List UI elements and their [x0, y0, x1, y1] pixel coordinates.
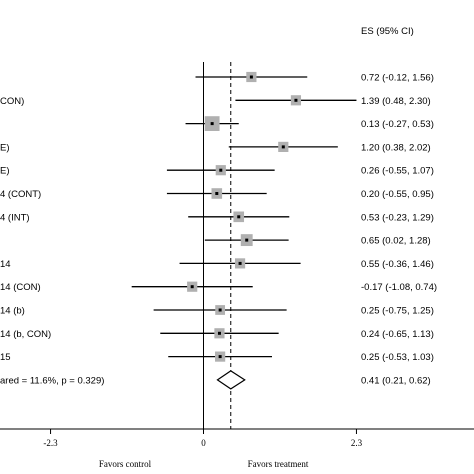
es-ci-text: 0.25 (-0.53, 1.03): [361, 352, 434, 363]
study-row: E) 0.26 (-0.55, 1.07): [0, 165, 434, 177]
favors-control-label: Favors control: [99, 459, 152, 469]
point-estimate: [218, 355, 222, 359]
es-ci-text: 0.24 (-0.65, 1.13): [361, 329, 434, 340]
es-ci-text: 0.65 (0.02, 1.28): [361, 236, 431, 247]
study-label: CON): [0, 96, 24, 107]
overall-diamond: [216, 370, 246, 390]
point-estimate: [210, 122, 214, 126]
point-estimate: [294, 98, 298, 102]
point-estimate: [237, 215, 241, 219]
point-estimate: [281, 145, 285, 149]
favors-treatment-label: Favors treatment: [248, 459, 309, 469]
study-row: 14 0.55 (-0.36, 1.46): [0, 258, 434, 270]
point-estimate: [249, 75, 253, 79]
study-label: E): [0, 142, 10, 153]
es-ci-text: 0.72 (-0.12, 1.56): [361, 73, 434, 84]
tick-label: 2.3: [351, 438, 363, 448]
point-estimate: [238, 261, 242, 265]
study-row: CON) 1.39 (0.48, 2.30): [0, 95, 431, 107]
study-row: 14 (b) 0.25 (-0.75, 1.25): [0, 305, 434, 317]
study-label: 14 (b): [0, 306, 25, 317]
study-row: 0.13 (-0.27, 0.53): [185, 116, 434, 131]
es-ci-text: 0.20 (-0.55, 0.95): [361, 189, 434, 200]
study-row: 14 (b, CON) 0.24 (-0.65, 1.13): [0, 328, 434, 340]
study-label: 14: [0, 259, 11, 270]
tick-label: 0: [201, 438, 206, 448]
study-label: 4 (INT): [0, 212, 30, 223]
es-ci-text: 0.25 (-0.75, 1.25): [361, 306, 434, 317]
study-row: 4 (INT) 0.53 (-0.23, 1.29): [0, 211, 434, 223]
es-ci-text: 0.26 (-0.55, 1.07): [361, 166, 434, 177]
es-ci-text: 1.39 (0.48, 2.30): [361, 96, 431, 107]
study-rows: 0.72 (-0.12, 1.56) CON) 1.39 (0.48, 2.30) 0…: [0, 71, 437, 363]
point-estimate: [215, 192, 219, 195]
es-column-header: ES (95% CI): [361, 26, 414, 37]
point-estimate: [245, 238, 249, 242]
study-label: 14 (b, CON): [0, 329, 51, 340]
es-ci-text: 0.13 (-0.27, 0.53): [361, 119, 434, 130]
es-ci-text: 0.53 (-0.23, 1.29): [361, 212, 434, 223]
study-row: 15 0.25 (-0.53, 1.03): [0, 351, 434, 363]
study-row: 14 (CON) -0.17 (-1.08, 0.74): [0, 281, 437, 293]
point-estimate: [219, 168, 223, 172]
study-label: 14 (CON): [0, 282, 41, 293]
es-ci-text: 1.20 (0.38, 2.02): [361, 142, 431, 153]
point-estimate: [190, 285, 194, 289]
study-row: 0.65 (0.02, 1.28): [204, 234, 431, 247]
x-axis-ticks: -2.3 0 2.3: [43, 429, 363, 448]
overall-label: ared = 11.6%, p = 0.329): [0, 375, 104, 386]
study-row: E) 1.20 (0.38, 2.02): [0, 141, 431, 153]
es-ci-text: -0.17 (-1.08, 0.74): [361, 282, 437, 293]
point-estimate: [217, 331, 221, 335]
tick-label: -2.3: [43, 438, 58, 448]
study-row: 4 (CONT) 0.20 (-0.55, 0.95): [0, 188, 434, 200]
overall-es-text: 0.41 (0.21, 0.62): [361, 375, 431, 386]
study-row: 0.72 (-0.12, 1.56): [195, 71, 434, 84]
study-label: 4 (CONT): [0, 189, 41, 200]
study-label: 15: [0, 352, 11, 363]
study-label: E): [0, 166, 10, 177]
es-ci-text: 0.55 (-0.36, 1.46): [361, 259, 434, 270]
overall-diamond-group: ared = 11.6%, p = 0.329) 0.41 (0.21, 0.62…: [0, 370, 431, 390]
point-estimate: [218, 308, 222, 312]
